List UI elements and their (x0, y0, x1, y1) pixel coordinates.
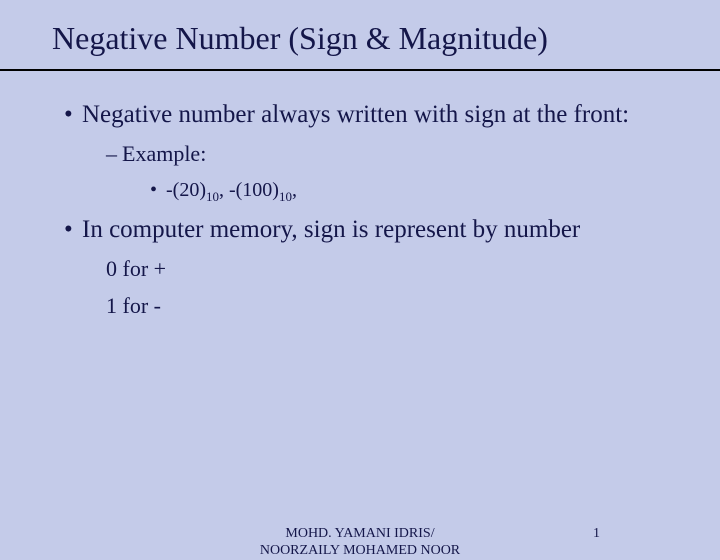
footer-author: MOHD. YAMANI IDRIS/ NOORZAILY MOHAMED NO… (260, 526, 460, 560)
slide: Negative Number (Sign & Magnitude) Negat… (0, 0, 720, 540)
example-text-1: -(20) (166, 179, 206, 201)
subscript-1: 10 (206, 189, 219, 204)
bullet-2a: 0 for + (56, 255, 676, 284)
bullet-2: In computer memory, sign is represent by… (56, 214, 676, 245)
example-text-3: , (292, 179, 297, 201)
slide-content: Negative number always written with sign… (44, 99, 676, 320)
example-text-2: , -(100) (219, 179, 279, 201)
bullet-1a: Example: (56, 140, 676, 169)
bullet-1: Negative number always written with sign… (56, 99, 676, 130)
bullet-1a1: -(20)10, -(100)10, (56, 177, 676, 206)
slide-title: Negative Number (Sign & Magnitude) (52, 20, 676, 57)
bullet-2b: 1 for - (56, 292, 676, 321)
subscript-2: 10 (279, 189, 292, 204)
title-rule (0, 69, 720, 71)
